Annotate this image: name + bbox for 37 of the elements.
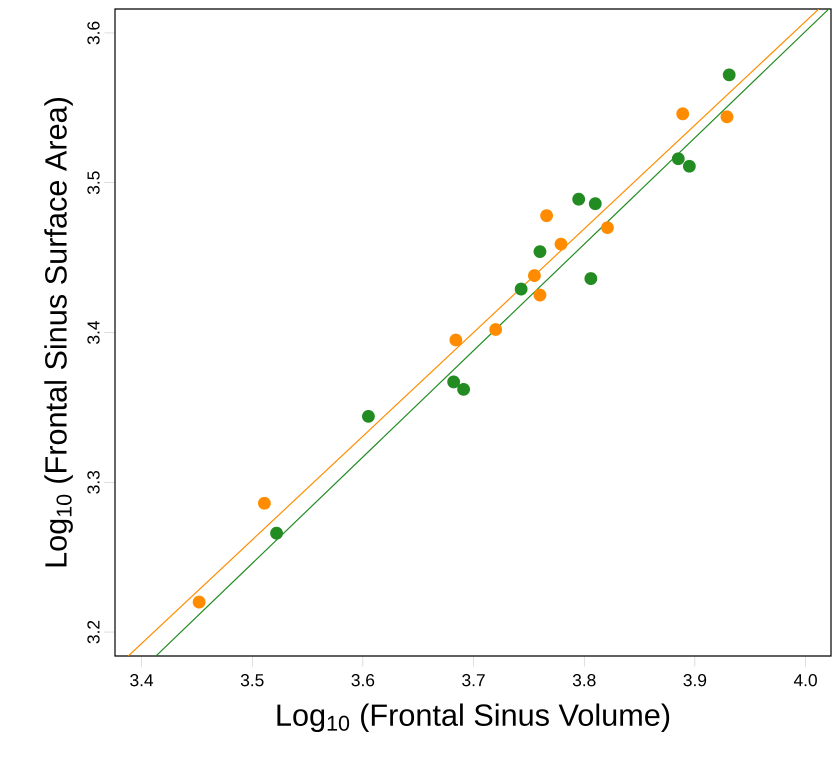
x-tick-label: 4.0 xyxy=(794,674,817,686)
point xyxy=(489,323,502,336)
point xyxy=(362,410,375,423)
y-tick-label: 3.6 xyxy=(87,22,100,44)
point xyxy=(588,197,602,210)
x-tick-label: 3.9 xyxy=(684,674,706,686)
point xyxy=(258,496,271,510)
x-axis-title: Log$_{10}$ (Frontal Sinus Volume) xyxy=(277,703,670,732)
point xyxy=(534,245,546,258)
y-tick-label: 3.4 xyxy=(87,320,100,344)
point xyxy=(676,107,690,120)
x-tick-label: 3.7 xyxy=(462,674,485,686)
point xyxy=(601,221,614,234)
point xyxy=(192,596,206,608)
point xyxy=(447,376,460,388)
point xyxy=(572,192,586,206)
point xyxy=(720,110,734,124)
point xyxy=(514,282,528,296)
point xyxy=(449,334,462,346)
y-axis-title: Log$_{10}$ (Frontal Sinus Surface Area) xyxy=(44,98,73,566)
x-tick-label: 3.8 xyxy=(572,674,596,686)
point xyxy=(584,272,598,285)
y-tick-label: 3.5 xyxy=(87,171,100,194)
point xyxy=(722,68,736,82)
point xyxy=(534,288,546,302)
point xyxy=(528,269,541,282)
x-tick-label: 3.4 xyxy=(130,674,154,686)
x-tick-label: 3.6 xyxy=(352,674,374,686)
point xyxy=(457,383,470,396)
point xyxy=(672,152,685,166)
point xyxy=(682,160,696,173)
point xyxy=(554,238,568,251)
point xyxy=(270,526,283,540)
y-tick-label: 3.2 xyxy=(87,620,100,644)
x-tick-label: 3.5 xyxy=(240,674,264,686)
y-tick-label: 3.3 xyxy=(87,470,100,494)
point xyxy=(540,209,553,222)
